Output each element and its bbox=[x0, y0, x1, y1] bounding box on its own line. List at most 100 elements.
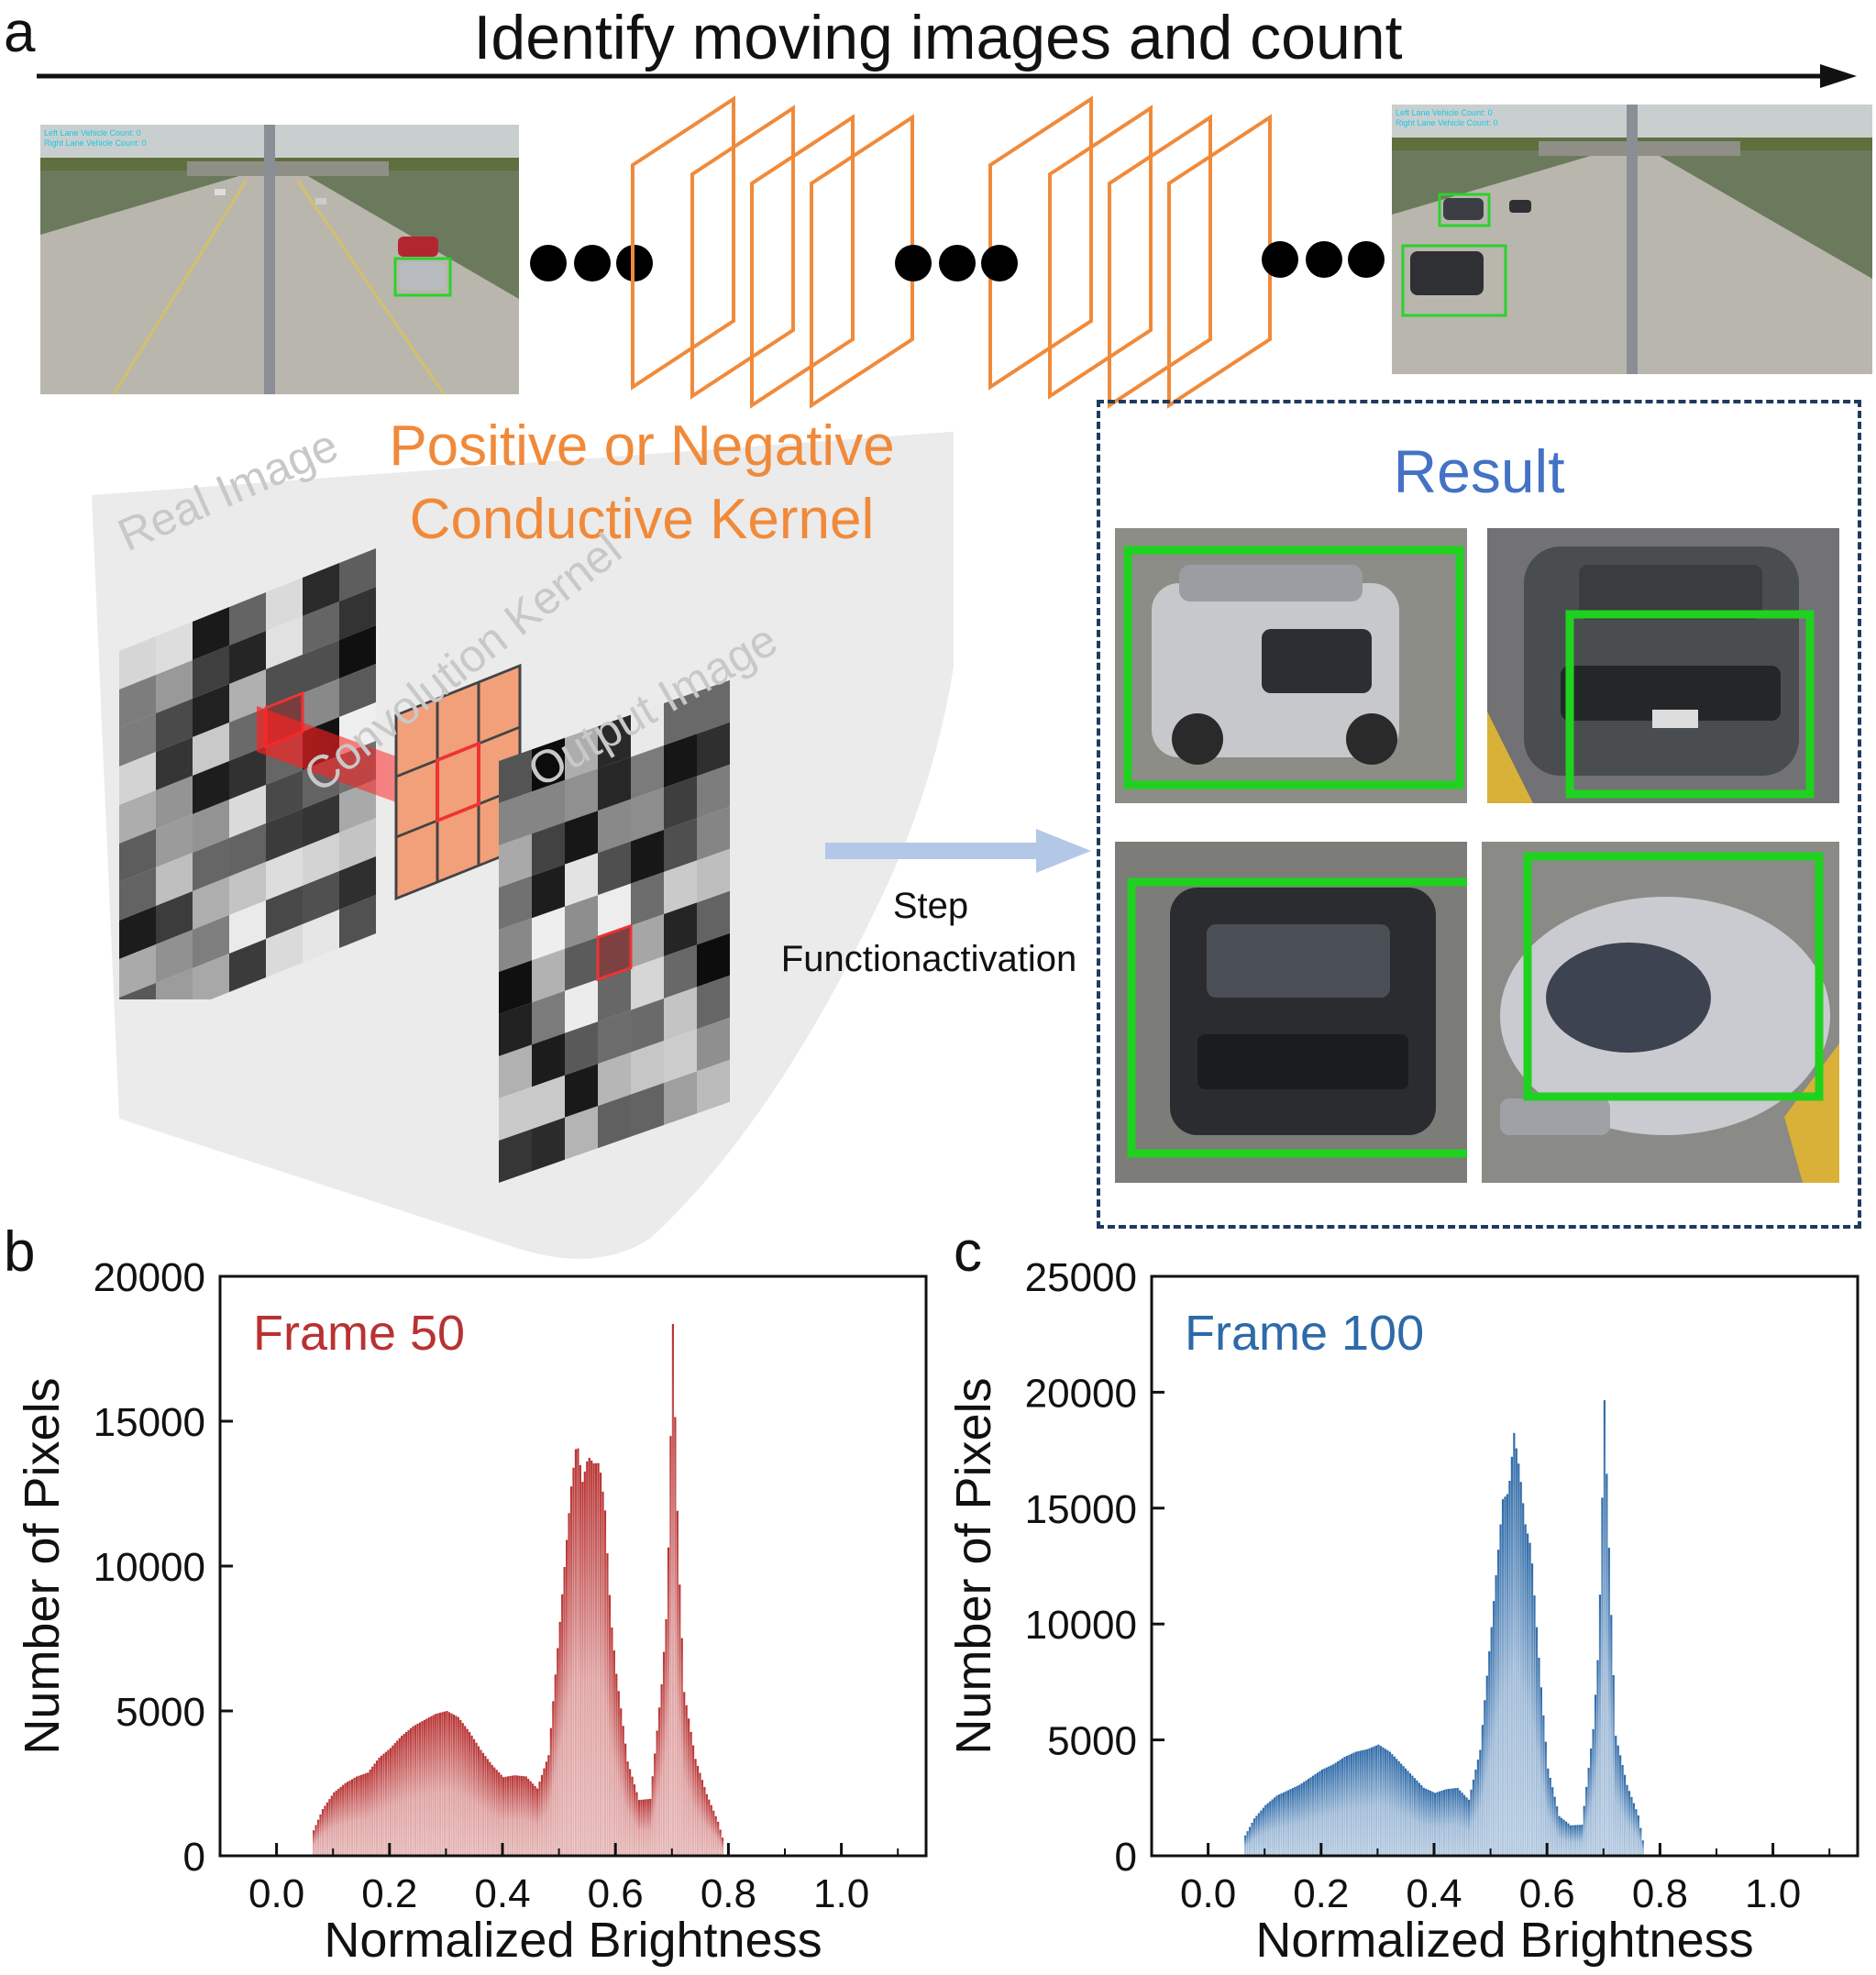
grid-pixel bbox=[156, 967, 193, 999]
grid-pixel bbox=[598, 799, 631, 854]
histogram-bar bbox=[599, 1473, 602, 1856]
histogram-bar bbox=[671, 1323, 674, 1856]
histogram-bar bbox=[1442, 1790, 1446, 1856]
chart-title: Frame 50 bbox=[253, 1306, 465, 1361]
grid-pixel bbox=[499, 1129, 532, 1183]
grid-pixel bbox=[631, 787, 664, 842]
histogram-bar bbox=[1316, 1772, 1319, 1856]
grid-pixel bbox=[156, 890, 193, 944]
histogram-bar bbox=[447, 1712, 451, 1856]
x-tick-label: 0.4 bbox=[1406, 1871, 1462, 1916]
histogram-bar bbox=[515, 1775, 518, 1856]
histogram-bar bbox=[313, 1830, 315, 1856]
histogram-bar bbox=[405, 1731, 408, 1856]
thumb-count-right-1: Left Lane Vehicle Count: 0 bbox=[1396, 108, 1493, 117]
grid-pixel bbox=[119, 751, 156, 805]
histogram-bar bbox=[1544, 1741, 1547, 1856]
panel-letter-c: c bbox=[954, 1220, 982, 1284]
chart-title: Frame 100 bbox=[1185, 1306, 1424, 1361]
grid-pixel bbox=[697, 890, 730, 945]
histogram-bar bbox=[1328, 1766, 1330, 1856]
histogram-bar bbox=[384, 1751, 388, 1856]
grid-pixel bbox=[266, 846, 303, 900]
grid-pixel bbox=[303, 678, 339, 732]
y-tick-label: 15000 bbox=[1025, 1487, 1137, 1532]
grid-pixel bbox=[119, 866, 156, 921]
histogram-bar bbox=[1396, 1759, 1398, 1856]
histogram-bar bbox=[1274, 1797, 1276, 1856]
panel-letter-b: b bbox=[4, 1220, 36, 1284]
histogram-bar bbox=[635, 1792, 638, 1856]
ellipsis-dots-2 bbox=[895, 245, 1018, 281]
histogram-bar bbox=[1527, 1533, 1529, 1856]
histogram-bar bbox=[586, 1461, 589, 1856]
histogram-bar bbox=[353, 1777, 356, 1856]
histogram-bar bbox=[403, 1733, 405, 1856]
histogram-bar bbox=[656, 1730, 658, 1856]
histogram-bar bbox=[1450, 1788, 1452, 1856]
histogram-bar bbox=[1472, 1779, 1475, 1856]
histogram-bar bbox=[1359, 1750, 1362, 1856]
x-tick-label: 1.0 bbox=[1745, 1871, 1801, 1916]
histogram-bar bbox=[1391, 1754, 1394, 1856]
histogram-bar bbox=[1416, 1780, 1418, 1856]
result-car-3: d50 bbox=[1115, 842, 1533, 1183]
frame-thumbnail-end: Left Lane Vehicle Count: 0 Right Lane Ve… bbox=[1392, 105, 1872, 374]
histogram-bar bbox=[1368, 1748, 1371, 1856]
histogram-bar bbox=[645, 1799, 647, 1856]
result-car-4 bbox=[1482, 842, 1839, 1183]
histogram-bar bbox=[1260, 1810, 1263, 1856]
histogram-bar bbox=[642, 1799, 645, 1856]
grid-pixel bbox=[565, 726, 598, 780]
panel-letter-a: a bbox=[4, 1, 36, 64]
y-tick-label: 0 bbox=[1115, 1835, 1137, 1880]
grid-pixel bbox=[119, 712, 156, 767]
histogram-bar bbox=[418, 1722, 422, 1856]
grid-pixel bbox=[598, 1052, 631, 1107]
histogram-bar bbox=[1530, 1563, 1534, 1856]
histogram-bar bbox=[620, 1708, 623, 1856]
grid-pixel bbox=[631, 1082, 664, 1137]
histogram-bar bbox=[699, 1772, 701, 1856]
histogram-bar bbox=[344, 1782, 347, 1856]
grid-pixel bbox=[193, 722, 229, 776]
grid-pixel bbox=[598, 1094, 631, 1149]
x-tick-label: 0.0 bbox=[1180, 1871, 1236, 1916]
histogram-bar bbox=[1320, 1769, 1323, 1856]
grid-pixel bbox=[565, 1106, 598, 1160]
histogram-bar bbox=[719, 1829, 722, 1856]
histogram-bar bbox=[1560, 1817, 1563, 1856]
y-tick-label: 10000 bbox=[94, 1545, 205, 1590]
histogram-bar bbox=[324, 1805, 326, 1856]
grid-pixel bbox=[193, 606, 229, 660]
histogram-bar bbox=[319, 1814, 322, 1856]
histogram-bar bbox=[1585, 1786, 1588, 1856]
histogram-bar bbox=[502, 1777, 505, 1856]
x-axis-label: Normalized Brightness bbox=[1255, 1913, 1753, 1968]
histogram-bar bbox=[705, 1793, 708, 1856]
thumb-count-right-2: Right Lane Vehicle Count: 0 bbox=[1396, 118, 1498, 127]
histogram-bar bbox=[414, 1725, 417, 1856]
histogram-bar bbox=[1277, 1794, 1281, 1856]
grid-pixel bbox=[697, 932, 730, 988]
histogram-bar bbox=[1264, 1804, 1267, 1856]
grid-pixel bbox=[565, 1021, 598, 1076]
grid-pixel bbox=[631, 871, 664, 926]
histogram-bar bbox=[461, 1723, 464, 1856]
histogram-bar bbox=[450, 1713, 453, 1856]
histogram-bar bbox=[1592, 1728, 1595, 1856]
histogram-bar bbox=[1578, 1825, 1581, 1856]
histogram-bar bbox=[1564, 1821, 1568, 1856]
histogram-bar bbox=[588, 1457, 590, 1856]
histogram-bar bbox=[464, 1726, 467, 1856]
histogram-bar bbox=[1354, 1751, 1357, 1856]
histogram-bar bbox=[1549, 1777, 1551, 1856]
grid-pixel bbox=[532, 779, 565, 834]
histogram-bar bbox=[1400, 1763, 1403, 1856]
histogram-bar bbox=[1506, 1494, 1509, 1856]
histogram-bars bbox=[313, 1323, 724, 1856]
histogram-bar bbox=[1308, 1778, 1310, 1856]
x-tick-label: 0.4 bbox=[474, 1871, 530, 1916]
grid-pixel bbox=[697, 764, 730, 819]
histogram-bar bbox=[680, 1638, 683, 1856]
